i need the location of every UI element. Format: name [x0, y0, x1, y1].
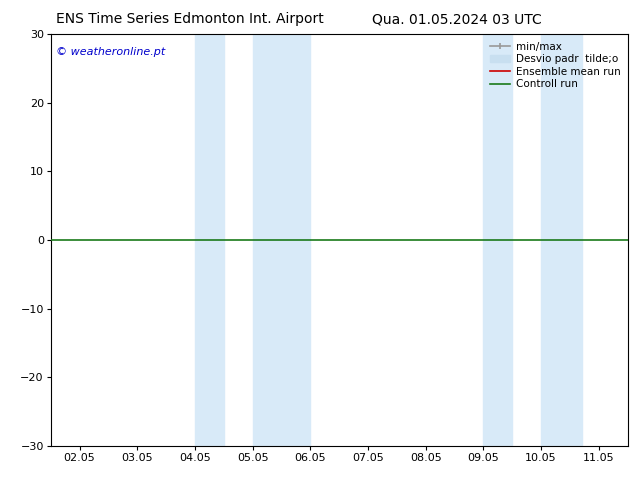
Text: © weatheronline.pt: © weatheronline.pt [56, 47, 165, 57]
Bar [252, 34, 311, 446]
Legend: min/max, Desvio padr  tilde;o, Ensemble mean run, Controll run: min/max, Desvio padr tilde;o, Ensemble m… [488, 40, 623, 92]
Bar [483, 34, 512, 446]
Text: Qua. 01.05.2024 03 UTC: Qua. 01.05.2024 03 UTC [372, 12, 541, 26]
Bar [195, 34, 224, 446]
Bar [541, 34, 581, 446]
Text: ENS Time Series Edmonton Int. Airport: ENS Time Series Edmonton Int. Airport [56, 12, 324, 26]
